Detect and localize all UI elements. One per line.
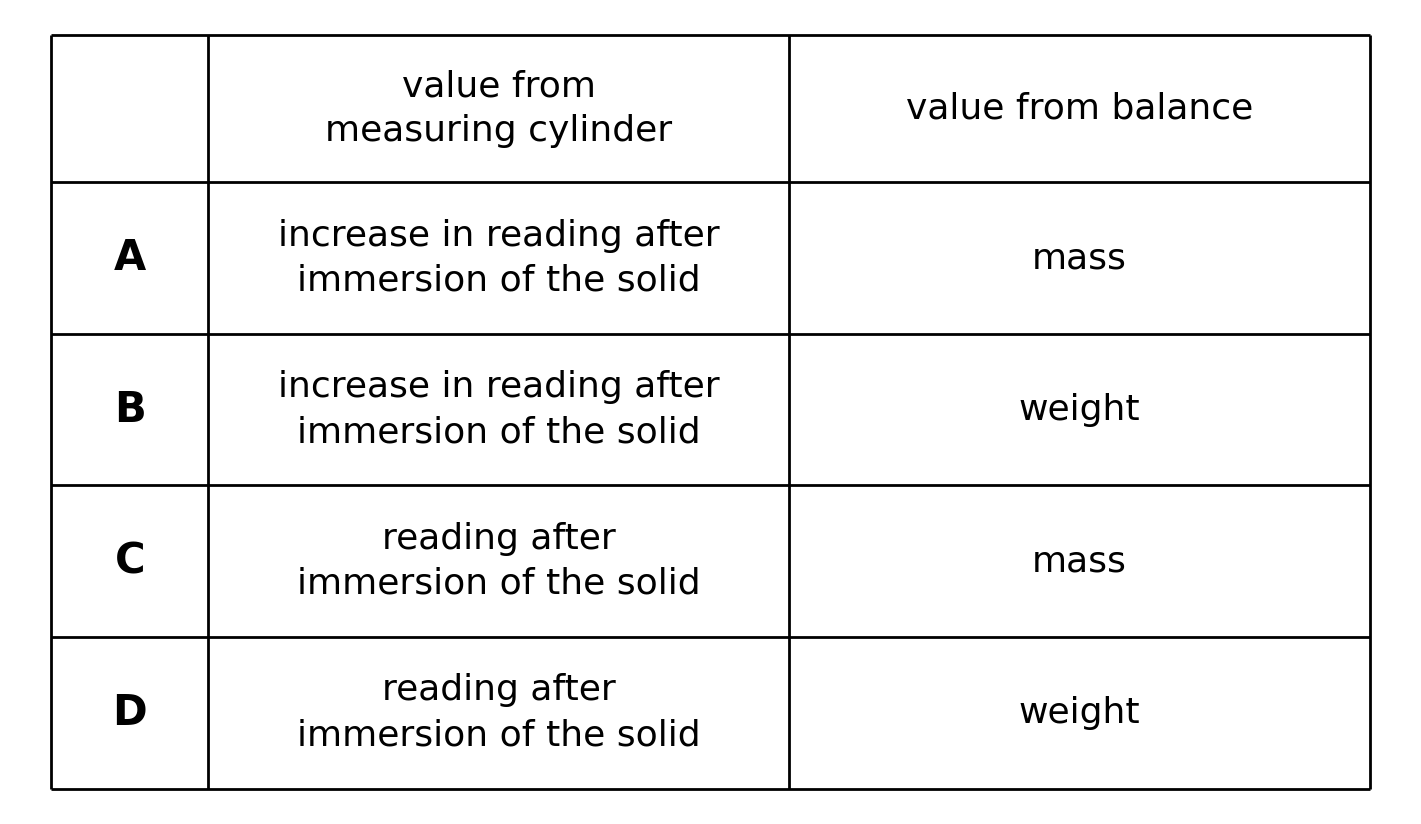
Text: C: C [115, 541, 145, 583]
Text: value from
measuring cylinder: value from measuring cylinder [325, 69, 672, 148]
Text: reading after
immersion of the solid: reading after immersion of the solid [297, 673, 701, 752]
Text: weight: weight [1019, 393, 1140, 427]
Text: increase in reading after
immersion of the solid: increase in reading after immersion of t… [279, 218, 719, 297]
Text: B: B [114, 389, 145, 431]
Text: D: D [112, 692, 146, 734]
Text: A: A [114, 237, 146, 279]
Text: mass: mass [1032, 544, 1127, 578]
Text: value from balance: value from balance [905, 91, 1253, 126]
Text: reading after
immersion of the solid: reading after immersion of the solid [297, 522, 701, 601]
Text: mass: mass [1032, 241, 1127, 275]
Text: increase in reading after
immersion of the solid: increase in reading after immersion of t… [279, 370, 719, 449]
Text: weight: weight [1019, 695, 1140, 730]
